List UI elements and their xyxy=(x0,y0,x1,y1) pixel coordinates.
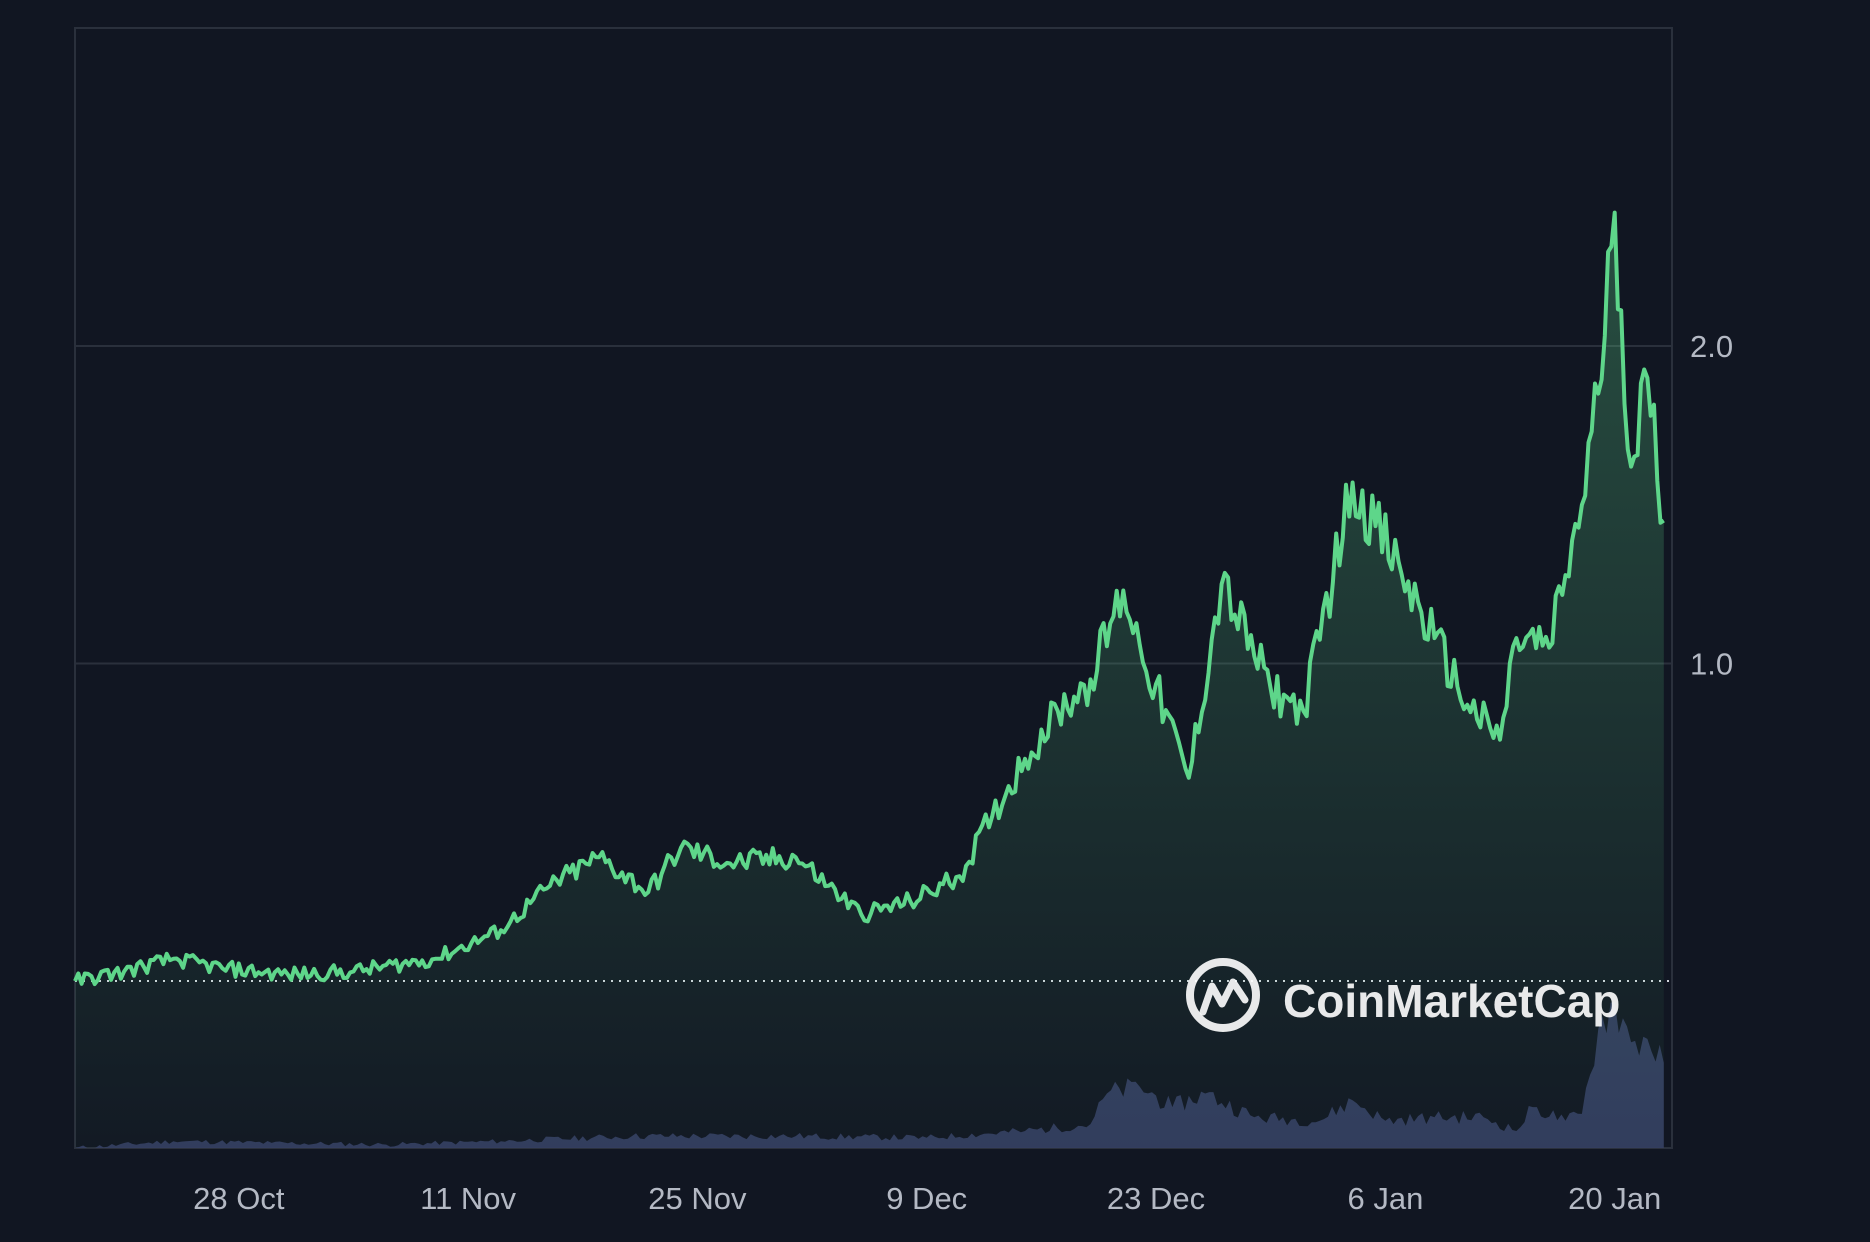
x-tick-label: 25 Nov xyxy=(648,1181,747,1216)
y-tick-label: 1.0 xyxy=(1690,647,1733,682)
x-tick-label: 28 Oct xyxy=(193,1181,285,1216)
x-tick-label: 6 Jan xyxy=(1347,1181,1423,1216)
y-tick-label: 2.0 xyxy=(1690,329,1733,364)
x-tick-label: 9 Dec xyxy=(886,1181,967,1216)
watermark-label: CoinMarketCap xyxy=(1283,975,1620,1027)
axes: 28 Oct 11 Nov 25 Nov 9 Dec 23 Dec 6 Jan 20 Jan… xyxy=(193,329,1733,1216)
coinmarketcap-watermark: CoinMarketCap xyxy=(1186,958,1620,1032)
coinmarketcap-logo-icon xyxy=(1186,958,1260,1032)
price-area xyxy=(73,210,1665,1149)
price-line xyxy=(73,210,1665,987)
x-tick-label: 11 Nov xyxy=(420,1181,516,1216)
x-tick-label: 23 Dec xyxy=(1107,1181,1205,1216)
x-tick-label: 20 Jan xyxy=(1568,1181,1661,1216)
price-area-fill xyxy=(75,212,1664,1149)
